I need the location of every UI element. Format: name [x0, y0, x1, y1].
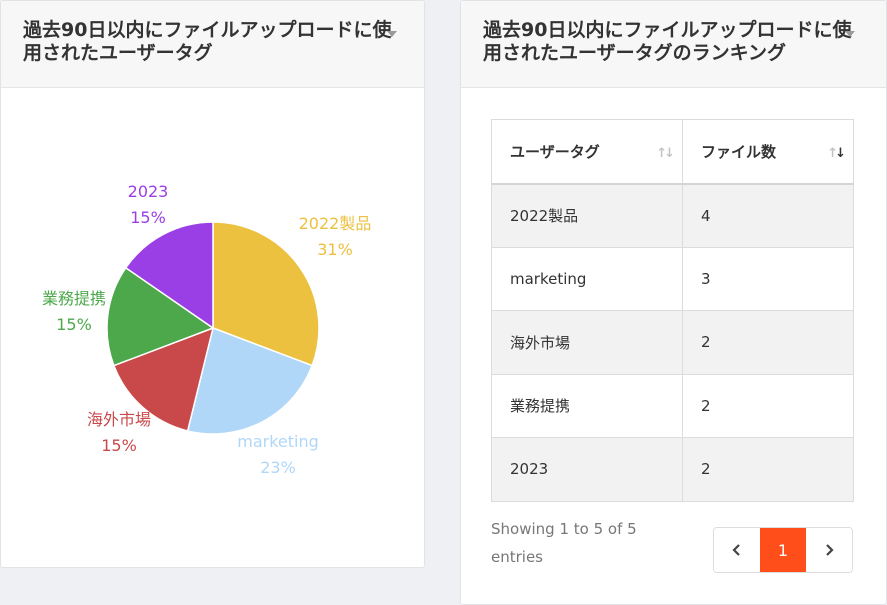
- pie-slice[interactable]: [112, 326, 215, 432]
- count-cell: 2: [682, 373, 854, 438]
- column-header-label: ファイル数: [701, 142, 777, 161]
- tag-cell: marketing: [491, 246, 683, 311]
- card-header: 過去90日以内にファイルアップロードに使用されたユーザータグ: [1, 1, 424, 88]
- caret-down-icon[interactable]: [387, 31, 397, 37]
- pie-category-label: 業務提携: [42, 289, 106, 308]
- pagination: 1: [713, 527, 853, 573]
- pie-slice[interactable]: [186, 326, 314, 435]
- tag-cell: 業務提携: [491, 373, 683, 438]
- tag-cell: 2023: [491, 437, 683, 502]
- pie-percent-label: 31%: [317, 240, 353, 259]
- previous-page-button[interactable]: [714, 528, 760, 572]
- table-header-row: ユーザータグ ↑↓ ファイル数 ↑↓: [491, 119, 854, 185]
- pie-category-label: marketing: [237, 432, 319, 451]
- pie-percent-label: 15%: [101, 436, 137, 455]
- table-row: 2023 2: [491, 437, 854, 502]
- tag-usage-chart-card: 過去90日以内にファイルアップロードに使用されたユーザータグ 2022製品 31%…: [0, 0, 425, 568]
- page-button-current[interactable]: 1: [760, 528, 806, 572]
- count-cell: 3: [682, 246, 854, 311]
- tag-ranking-card: 過去90日以内にファイルアップロードに使用されたユーザータグのランキング ユーザ…: [460, 0, 887, 605]
- pie-slice[interactable]: [212, 221, 320, 367]
- pie-slice[interactable]: [106, 266, 215, 367]
- pie-percent-label: 15%: [56, 315, 92, 334]
- caret-down-icon[interactable]: [845, 31, 855, 37]
- pie-category-label: 海外市場: [87, 410, 151, 429]
- card-title: 過去90日以内にファイルアップロードに使用されたユーザータグ: [23, 19, 392, 64]
- pie-chart: 2022製品 31% marketing 23% 海外市場 15% 業務提携 15% 2023 1…: [42, 182, 372, 477]
- pie-slice[interactable]: [124, 221, 214, 330]
- count-cell: 2: [682, 310, 854, 375]
- column-header-label: ユーザータグ: [510, 142, 600, 161]
- column-header-count[interactable]: ファイル数 ↑↓: [682, 119, 854, 185]
- column-header-tag[interactable]: ユーザータグ ↑↓: [491, 119, 683, 185]
- table-row: 海外市場 2: [491, 310, 854, 375]
- card-title: 過去90日以内にファイルアップロードに使用されたユーザータグのランキング: [483, 19, 852, 64]
- pie-category-label: 2023: [128, 182, 169, 201]
- table-row: 2022製品 4: [491, 183, 854, 248]
- pie-percent-label: 23%: [260, 458, 296, 477]
- pie-category-label: 2022製品: [299, 214, 372, 233]
- tag-cell: 2022製品: [491, 183, 683, 248]
- next-page-button[interactable]: [806, 528, 852, 572]
- sort-both-icon[interactable]: ↑↓: [656, 146, 675, 161]
- table-row: 業務提携 2: [491, 373, 854, 438]
- sort-desc-icon[interactable]: ↑↓: [827, 146, 846, 161]
- table-info: Showing 1 to 5 of 5 entries: [491, 520, 637, 566]
- pie-percent-label: 15%: [130, 208, 166, 227]
- chevron-left-icon: [732, 544, 740, 556]
- table-row: marketing 3: [491, 246, 854, 311]
- chevron-right-icon: [826, 544, 834, 556]
- count-cell: 2: [682, 437, 854, 502]
- tag-cell: 海外市場: [491, 310, 683, 375]
- count-cell: 4: [682, 183, 854, 248]
- card-header: 過去90日以内にファイルアップロードに使用されたユーザータグのランキング: [461, 1, 886, 88]
- ranking-table: ユーザータグ ↑↓ ファイル数 ↑↓ 2022製品 4 marketing 3 …: [491, 119, 854, 502]
